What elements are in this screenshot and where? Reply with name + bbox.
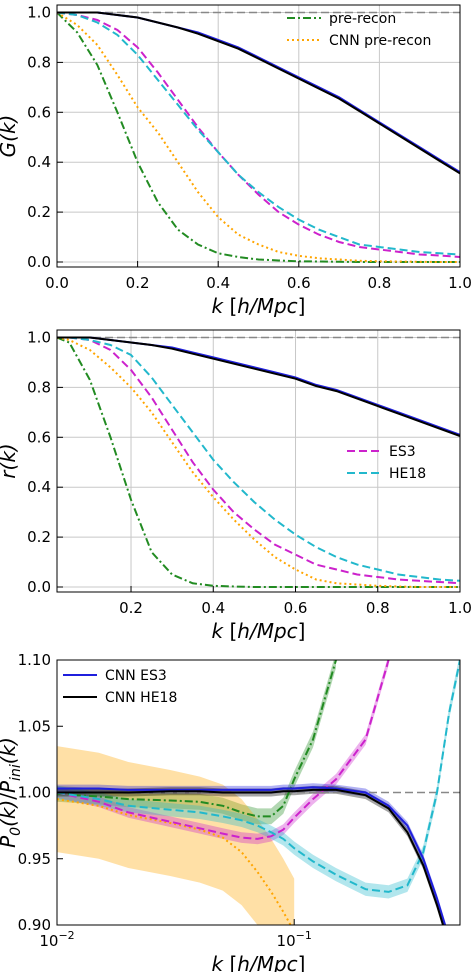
x-tick-label: 1.0 — [448, 599, 472, 617]
legend-label: ES3 — [389, 444, 416, 460]
plot-area — [57, 660, 460, 925]
chart-panel-1: 0.0 0.2 0.4 0.6 0.8 1.0 0.0 0.2 0.4 0.6 0.8 1.0 k [h… — [0, 3, 472, 318]
legend-label: CNN ES3 — [105, 668, 167, 684]
y-axis-label: r(k) — [0, 443, 20, 478]
series-line-1 — [57, 11, 460, 263]
plot-area — [57, 336, 460, 588]
series-line-4 — [57, 336, 460, 582]
x-axis-label: k [h/Mpc] — [212, 294, 306, 318]
plot-area — [57, 11, 460, 263]
legend: ES3 HE18 — [347, 444, 426, 482]
series-line-2 — [57, 336, 460, 588]
series-line-6 — [57, 336, 460, 437]
chart-panel-3: 10−2 10−1 0.90 0.95 1.00 1.05 1.10 k [h/Mpc] P0(… — [0, 651, 461, 972]
chart-panel-2: 0.2 0.4 0.6 0.8 1.0 0.0 0.2 0.4 0.6 0.8 1.0 k [h/Mp… — [0, 328, 472, 643]
legend: pre-recon CNN pre-recon — [287, 11, 431, 49]
series-line-6 — [57, 788, 445, 925]
series-line-2 — [57, 798, 292, 925]
x-tick-label: 0.6 — [284, 599, 308, 617]
series-line-3 — [57, 336, 460, 585]
y-tick-label: 1.10 — [18, 651, 51, 669]
x-tick-label: 10−2 — [39, 929, 74, 950]
series-line-3 — [57, 660, 390, 840]
series-line-3 — [57, 11, 460, 258]
x-tick-label: 10−1 — [277, 929, 312, 950]
y-axis-label: P0(k)/Pini(k) — [0, 737, 24, 848]
axes-frame — [56, 4, 461, 268]
x-tick-label: 0.8 — [366, 599, 390, 617]
x-tick-label: 0.2 — [119, 599, 143, 617]
legend-label: CNN pre-recon — [329, 33, 431, 49]
y-tick-label: 0.8 — [27, 378, 51, 396]
y-tick-label: 0.95 — [18, 850, 51, 868]
x-tick-label: 0.8 — [367, 274, 391, 292]
axes-frame — [56, 329, 461, 593]
y-tick-label: 1.00 — [18, 784, 51, 802]
legend-label: CNN HE18 — [105, 690, 177, 706]
x-tick-label: 1.0 — [448, 274, 472, 292]
legend-label: pre-recon — [329, 11, 396, 27]
y-tick-label: 0.2 — [27, 203, 51, 221]
y-tick-label: 0.8 — [27, 53, 51, 71]
y-axis-label: G(k) — [0, 115, 20, 158]
y-tick-label: 1.0 — [27, 328, 51, 346]
series-line-1 — [57, 660, 337, 818]
series-band-2 — [57, 746, 295, 925]
y-tick-label: 0.0 — [27, 253, 51, 271]
x-tick-label: 0.4 — [201, 599, 225, 617]
y-tick-label: 0.6 — [27, 103, 51, 121]
y-tick-label: 1.0 — [27, 3, 51, 21]
y-tick-label: 0.2 — [27, 528, 51, 546]
series-line-5 — [57, 786, 447, 925]
x-tick-label: 0.6 — [287, 274, 311, 292]
legend: CNN ES3 CNN HE18 — [63, 668, 177, 706]
series-line-1 — [57, 336, 460, 588]
y-tick-label: 1.05 — [18, 717, 51, 735]
x-tick-label: 0.2 — [126, 274, 150, 292]
y-tick-label: 0.0 — [27, 578, 51, 596]
y-tick-label: 0.4 — [27, 153, 51, 171]
series-line-6 — [57, 11, 460, 175]
legend-label: HE18 — [389, 466, 426, 482]
x-tick-label: 0.4 — [206, 274, 230, 292]
x-axis-label: k [h/Mpc] — [212, 619, 306, 643]
series-line-2 — [57, 11, 460, 263]
y-tick-label: 0.6 — [27, 428, 51, 446]
y-tick-label: 0.4 — [27, 478, 51, 496]
y-tick-label: 0.90 — [18, 916, 51, 934]
series-line-4 — [57, 11, 460, 256]
series-line-5 — [57, 336, 460, 436]
x-tick-label: 0.0 — [45, 274, 69, 292]
x-axis-label: k [h/Mpc] — [212, 952, 306, 972]
